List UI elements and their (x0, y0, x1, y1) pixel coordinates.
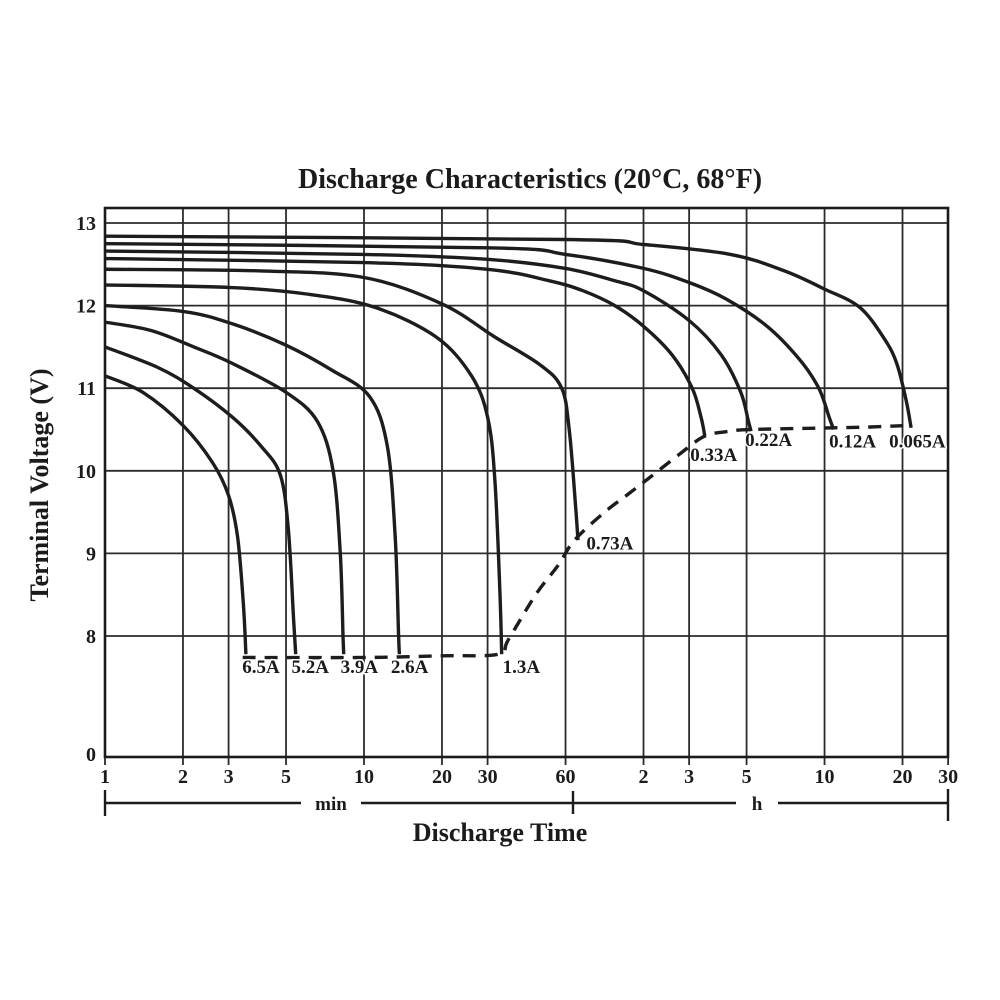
curve-1.3A (104, 283, 504, 655)
y-tick-label-11: 11 (77, 378, 96, 400)
curve-label-5.2A: 5.2A (291, 657, 329, 678)
x-tick-label-30min: 30 (478, 766, 498, 788)
x-tick-label-10min: 10 (354, 766, 374, 788)
curve-5.2A (104, 345, 298, 655)
curve-label-0.73A: 0.73A (586, 533, 633, 554)
cutoff-layer (242, 423, 912, 660)
curve-label-0.33A: 0.33A (690, 445, 737, 466)
x-tick-label-10h: 10 (815, 766, 835, 788)
curve-label-1.3A: 1.3A (503, 657, 541, 678)
y-tick-label-0: 0 (86, 744, 96, 766)
y-tick-label-9: 9 (86, 543, 96, 565)
curve-0.73A (104, 267, 580, 541)
curve-label-0.065A: 0.065A (889, 432, 946, 453)
curve-layer (104, 234, 913, 655)
curve-2.6A (104, 303, 402, 655)
x-tick-label-2h: 2 (639, 766, 649, 788)
curve-0.065A (104, 234, 913, 429)
y-tick-label-12: 12 (76, 296, 96, 318)
chart-title: Discharge Characteristics (20°C, 68°F) (298, 164, 762, 195)
hours-unit-label: h (752, 794, 763, 815)
curve-label-layer: 6.5A 5.2A 3.9A 2.6A 1.3A 0.73A 0.33A 0.22A 0.12A… (241, 429, 948, 680)
curve-label-0.22A: 0.22A (745, 430, 792, 451)
x-axis-title: Discharge Time (413, 818, 588, 847)
x-tick-label-20min: 20 (432, 766, 452, 788)
x-tick-label-30h: 30 (938, 766, 958, 788)
x-tick-label-5h: 5 (742, 766, 752, 788)
x-tick-label-5min: 5 (281, 766, 291, 788)
cutoff-voltage-dashed-line (242, 423, 912, 660)
curve-label-2.6A: 2.6A (391, 657, 429, 678)
x-tick-label-1min: 1 (100, 766, 110, 788)
x-tick-label-20h: 20 (893, 766, 913, 788)
curve-label-6.5A: 6.5A (242, 657, 280, 678)
grid-layer (104, 208, 950, 765)
y-tick-label-8: 8 (86, 626, 96, 648)
y-tick-label-13: 13 (76, 213, 96, 235)
x-tick-label-3min: 3 (224, 766, 234, 788)
curve-0.33A (104, 256, 707, 437)
x-tick-label-60min: 60 (556, 766, 576, 788)
curve-6.5A (104, 374, 248, 655)
y-axis-title: Terminal Voltage (V) (25, 368, 54, 601)
minutes-unit-label: min (315, 794, 347, 815)
curve-3.9A (104, 320, 346, 655)
y-tick-label-10: 10 (76, 461, 96, 483)
curve-0.12A (104, 241, 836, 431)
x-axis-unit-brackets: min h (103, 789, 950, 821)
x-tick-label-2min: 2 (178, 766, 188, 788)
x-tick-label-3h: 3 (684, 766, 694, 788)
curve-0.22A (104, 249, 753, 432)
curve-label-0.12A: 0.12A (829, 432, 876, 453)
plot-border (103, 206, 950, 759)
curve-label-3.9A: 3.9A (341, 657, 379, 678)
